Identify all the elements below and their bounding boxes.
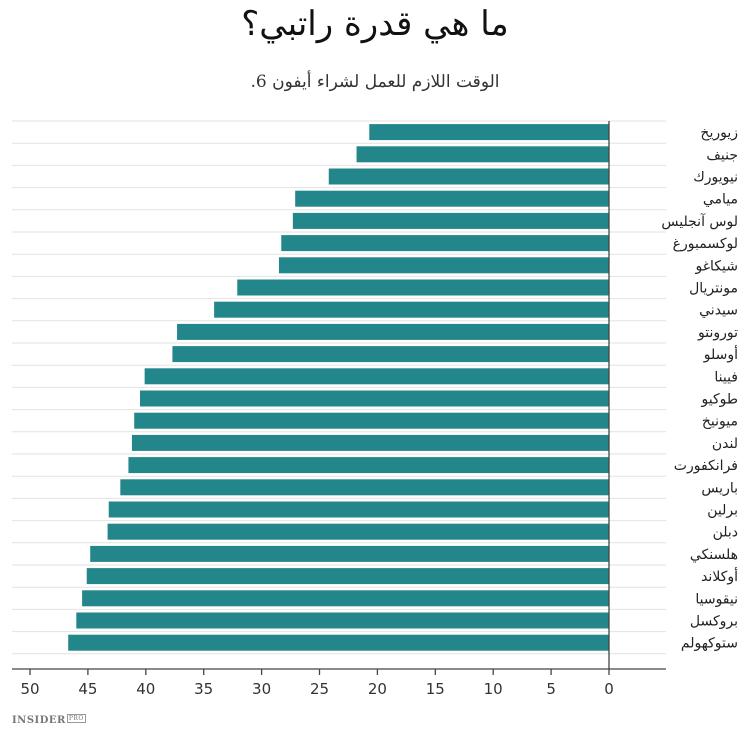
bar — [107, 523, 609, 540]
bars — [68, 124, 610, 651]
category-label: بروكسل — [690, 614, 738, 630]
bar — [120, 479, 609, 496]
bar — [295, 190, 609, 207]
bar — [68, 634, 610, 651]
bar — [278, 257, 609, 274]
category-label: لوس آنجليس — [661, 213, 738, 230]
chart-subtitle: الوقت اللازم للعمل لشراء أيفون 6. — [250, 72, 500, 92]
category-label: هلسنكي — [690, 547, 738, 563]
bar — [328, 168, 609, 185]
bar — [86, 568, 609, 585]
category-labels: زيوريخ جنيف نيويورك ميامي لوس آنجليس لوكسمبور… — [661, 125, 738, 652]
category-label: طوكيو — [701, 392, 739, 408]
category-label: ستوكهولم — [681, 636, 738, 652]
category-label: ميامي — [703, 192, 738, 208]
chart-title: ما هي قدرة راتبي؟ — [241, 4, 509, 44]
category-label: سيدني — [699, 303, 738, 319]
category-label: تورونتو — [697, 325, 738, 341]
bar — [90, 545, 609, 562]
category-label: مونتريال — [689, 281, 738, 297]
x-tick-label: 50 — [20, 680, 39, 698]
bar — [214, 301, 609, 318]
bar — [281, 235, 609, 252]
bar — [369, 124, 609, 141]
x-tick-label: 45 — [78, 680, 97, 698]
category-label: نيقوسيا — [695, 591, 738, 607]
bar — [128, 457, 609, 474]
brand-logo: INSIDER PRO — [12, 714, 86, 726]
category-label: زيوريخ — [700, 125, 738, 141]
bar — [82, 590, 610, 607]
category-label: نيويورك — [693, 170, 738, 186]
bar — [292, 212, 609, 229]
bar — [131, 434, 610, 451]
category-label: شيكاغو — [694, 258, 738, 274]
category-label: برلين — [707, 503, 738, 519]
x-tick-label: 15 — [426, 680, 445, 698]
x-tick-label: 25 — [310, 680, 329, 698]
category-label: لندن — [712, 436, 738, 452]
category-label: فيينا — [714, 369, 738, 385]
x-tick-label: 20 — [368, 680, 387, 698]
category-label: ميونيخ — [702, 414, 738, 430]
grid-lines — [12, 120, 666, 655]
category-label: أوسلو — [703, 345, 738, 363]
x-tick-label: 40 — [136, 680, 155, 698]
bar — [144, 368, 609, 385]
brand-tag: PRO — [66, 714, 86, 723]
x-axis: 50 45 40 35 30 25 20 15 10 5 0 — [12, 121, 666, 698]
category-label: دبلن — [713, 525, 738, 541]
category-label: باريس — [701, 480, 738, 496]
bar — [177, 323, 610, 340]
bar — [108, 501, 609, 518]
bar — [356, 146, 609, 163]
category-label: لوكسمبورغ — [673, 236, 738, 252]
bar — [134, 412, 609, 429]
bar — [140, 390, 609, 407]
category-label: فرانكفورت — [674, 458, 738, 474]
bar — [237, 279, 610, 296]
x-tick-label: 5 — [546, 680, 556, 698]
x-tick-label: 35 — [194, 680, 213, 698]
category-label: أوكلاند — [701, 567, 738, 585]
x-tick-label: 30 — [252, 680, 271, 698]
bar — [76, 612, 609, 629]
x-tick-label: 10 — [484, 680, 503, 698]
brand-name: INSIDER — [12, 715, 66, 726]
x-tick-label: 0 — [604, 680, 614, 698]
category-label: جنيف — [706, 147, 738, 163]
bar — [172, 346, 609, 363]
